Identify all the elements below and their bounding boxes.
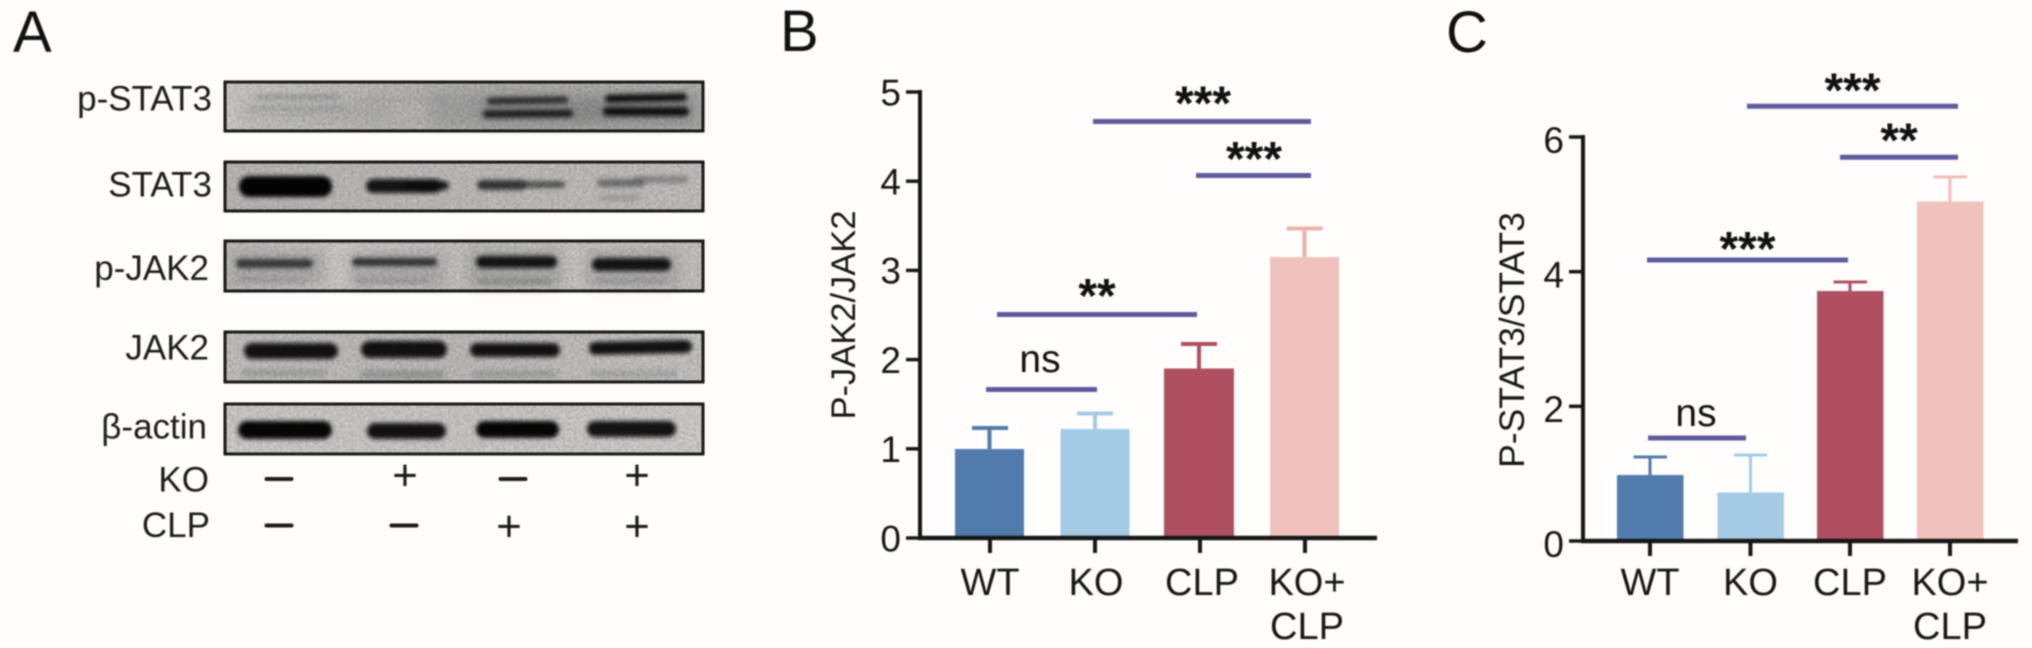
svg-text:3: 3	[880, 251, 901, 292]
svg-text:p-JAK2: p-JAK2	[94, 249, 209, 288]
svg-text:KO+: KO+	[1911, 562, 1988, 604]
svg-text:β-actin: β-actin	[101, 408, 207, 447]
svg-text:***: ***	[1175, 78, 1231, 131]
svg-text:+: +	[392, 451, 418, 500]
svg-text:5: 5	[880, 72, 901, 113]
svg-text:4: 4	[880, 162, 901, 203]
svg-text:p-STAT3: p-STAT3	[77, 80, 212, 119]
svg-text:KO+: KO+	[1268, 562, 1345, 604]
svg-text:+: +	[624, 502, 650, 551]
svg-text:P-STAT3/STAT3: P-STAT3/STAT3	[1492, 212, 1532, 468]
svg-text:CLP: CLP	[1270, 606, 1344, 648]
svg-text:WT: WT	[960, 562, 1019, 604]
svg-text:+: +	[496, 502, 522, 551]
svg-text:0: 0	[1543, 524, 1564, 565]
svg-text:B: B	[780, 0, 819, 64]
svg-text:**: **	[1880, 115, 1918, 168]
svg-text:CLP: CLP	[1813, 562, 1887, 604]
svg-text:ns: ns	[1675, 392, 1716, 435]
svg-text:+: +	[624, 451, 650, 500]
svg-text:KO: KO	[1069, 562, 1124, 604]
svg-text:***: ***	[1719, 223, 1775, 276]
svg-text:KO: KO	[158, 461, 209, 500]
svg-text:ns: ns	[1019, 338, 1060, 381]
svg-text:0: 0	[880, 518, 901, 559]
svg-text:1: 1	[880, 429, 901, 470]
svg-text:WT: WT	[1620, 562, 1679, 604]
svg-text:***: ***	[1226, 133, 1282, 186]
svg-text:STAT3: STAT3	[108, 166, 212, 205]
svg-text:***: ***	[1824, 65, 1880, 118]
svg-text:**: **	[1078, 270, 1116, 323]
svg-text:KO: KO	[1723, 562, 1778, 604]
svg-text:2: 2	[880, 340, 901, 381]
svg-text:CLP: CLP	[1165, 562, 1239, 604]
svg-text:6: 6	[1543, 120, 1564, 161]
svg-text:2: 2	[1543, 389, 1564, 430]
svg-text:4: 4	[1543, 255, 1564, 296]
svg-text:CLP: CLP	[1913, 606, 1987, 648]
svg-text:C: C	[1446, 0, 1488, 65]
svg-text:A: A	[13, 0, 52, 65]
svg-text:JAK2: JAK2	[125, 329, 209, 368]
svg-text:CLP: CLP	[142, 506, 210, 545]
svg-text:P-JAK2/JAK2: P-JAK2/JAK2	[825, 210, 863, 419]
